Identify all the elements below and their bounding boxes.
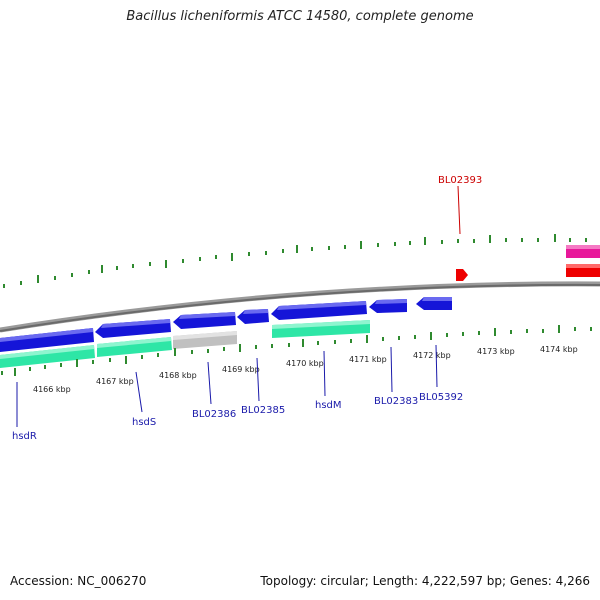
tick-label-4167: 4167 kbp [96, 377, 134, 386]
gene-leaders [16, 344, 438, 427]
cds-row [0, 297, 452, 352]
cds-bl02386-hl [179, 312, 235, 319]
genome-backbone-shade [0, 283, 600, 332]
gene-hsdS-hl [97, 337, 171, 348]
gene-label-hsdM[interactable]: hsdM [315, 400, 342, 411]
gene-label-bl05392[interactable]: BL05392 [419, 392, 463, 403]
tick-label-4169: 4169 kbp [222, 365, 260, 374]
accession-label: Accession: NC_006270 [10, 574, 147, 588]
genome-summary: Topology: circular; Length: 4,222,597 bp… [260, 574, 590, 588]
gene-row [0, 320, 370, 368]
gene-label-bl02383[interactable]: BL02383 [374, 396, 418, 407]
tick-label-4173: 4173 kbp [477, 347, 515, 356]
outer-tick-ring [3, 234, 587, 288]
gene-label-hsdS[interactable]: hsdS [132, 417, 156, 428]
trna-feature-highlight [566, 245, 600, 249]
cds-hsdM-hl [277, 301, 366, 310]
cds-bl02383-hl [375, 299, 407, 304]
cds-bl02385-hl [243, 309, 268, 314]
red-feature-right-highlight [566, 264, 600, 268]
cds-hsdS-hl [101, 319, 170, 328]
tick-label-4172: 4172 kbp [413, 351, 451, 360]
cds-hsdR-hl [0, 328, 93, 342]
pseudo-bl02386-hl [173, 331, 237, 340]
gene-hsdM-hl [272, 320, 370, 329]
inner-tick-ring [1, 325, 592, 376]
cds-bl05392-hl [422, 297, 452, 301]
kbp-labels: 4166 kbp 4167 kbp 4168 kbp 4169 kbp 4170… [33, 345, 578, 394]
tick-label-4170: 4170 kbp [286, 359, 324, 368]
tick-label-4174: 4174 kbp [540, 345, 578, 354]
gene-label-hsdR[interactable]: hsdR [12, 431, 37, 442]
gene-label-bl02385[interactable]: BL02385 [241, 405, 285, 416]
bl02393-arrow[interactable] [456, 269, 468, 281]
gene-labels: BL02393 hsdR hsdS BL02386 BL02385 hsdM B… [12, 175, 482, 442]
gene-label-bl02393[interactable]: BL02393 [438, 175, 482, 186]
gene-hsdR-hl [0, 345, 94, 359]
tick-label-4171: 4171 kbp [349, 355, 387, 364]
map-title: Bacillus licheniformis ATCC 14580, compl… [126, 9, 474, 24]
tick-label-4168: 4168 kbp [159, 371, 197, 380]
bl02393-leader [457, 185, 461, 235]
gene-label-bl02386[interactable]: BL02386 [192, 409, 236, 420]
tick-label-4166: 4166 kbp [33, 385, 71, 394]
